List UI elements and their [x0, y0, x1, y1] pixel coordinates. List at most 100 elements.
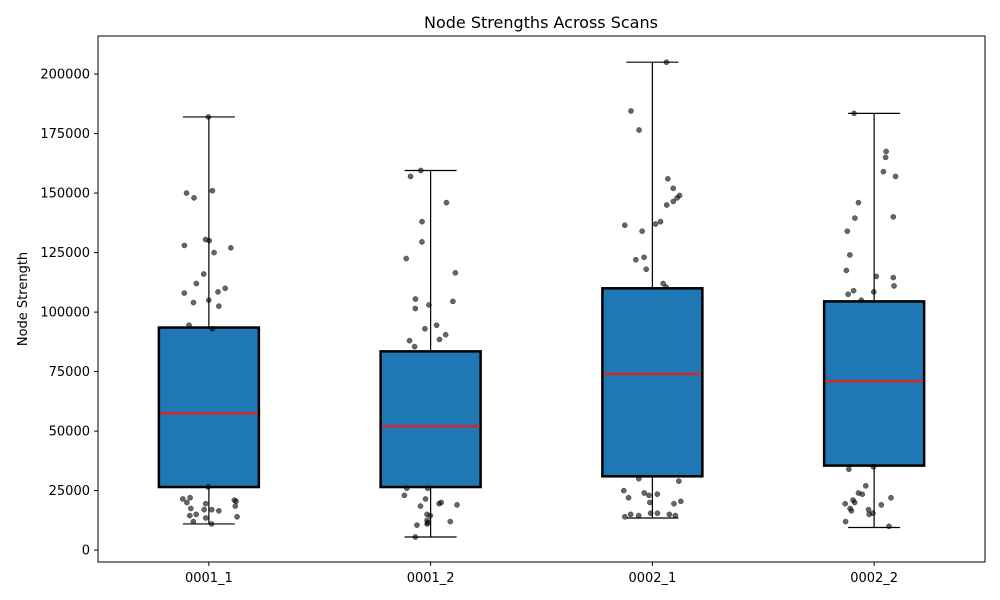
data-point — [664, 175, 671, 182]
data-point — [419, 239, 425, 245]
y-tick-label: 100000 — [40, 306, 90, 321]
data-point — [191, 194, 197, 201]
data-point — [403, 255, 410, 262]
data-point — [633, 256, 639, 263]
data-point — [427, 512, 434, 519]
data-point — [233, 498, 239, 505]
box-group-0001_2 — [379, 167, 482, 540]
data-point — [232, 503, 239, 509]
data-point — [865, 506, 872, 513]
plot-area — [157, 59, 926, 540]
data-point — [424, 485, 431, 492]
data-point — [436, 500, 442, 507]
data-point — [878, 502, 885, 508]
data-point — [422, 496, 429, 502]
data-point — [843, 267, 850, 274]
y-tick-label: 150000 — [40, 187, 90, 202]
data-point — [848, 507, 855, 514]
data-point — [882, 154, 889, 161]
data-point — [639, 228, 645, 235]
data-point — [184, 499, 190, 506]
data-point — [452, 269, 459, 276]
data-point — [646, 499, 653, 506]
data-point — [417, 167, 424, 174]
data-point — [404, 485, 410, 492]
data-point — [850, 287, 857, 294]
data-point — [858, 297, 865, 304]
data-point — [862, 482, 869, 489]
data-point — [411, 343, 418, 350]
data-point — [202, 500, 209, 507]
data-point — [621, 222, 628, 229]
data-point — [844, 228, 851, 235]
box-iqr — [157, 326, 261, 489]
data-point — [215, 507, 222, 514]
data-point — [205, 484, 211, 490]
data-point — [412, 296, 419, 302]
x-tick-label: 0001_2 — [407, 571, 455, 586]
data-point — [671, 500, 677, 507]
data-point — [190, 299, 197, 306]
data-point — [675, 478, 682, 484]
data-point — [208, 521, 215, 527]
box-iqr — [601, 287, 704, 478]
y-tick-label: 25000 — [49, 484, 90, 499]
x-tick-label: 0002_1 — [628, 571, 676, 586]
data-point — [870, 289, 877, 295]
data-point — [193, 280, 200, 287]
data-point — [851, 499, 858, 506]
y-tick-label: 125000 — [40, 246, 90, 261]
data-point — [179, 496, 186, 502]
data-point — [870, 463, 877, 470]
data-point — [845, 291, 851, 298]
data-point — [181, 290, 188, 296]
data-point — [433, 322, 440, 329]
y-tick-label: 75000 — [49, 365, 90, 380]
data-point — [641, 490, 648, 496]
data-point — [855, 199, 862, 206]
data-point — [890, 214, 897, 220]
data-point — [450, 298, 456, 305]
box-group-0002_1 — [601, 59, 704, 520]
data-point — [635, 512, 642, 519]
data-point — [201, 506, 208, 513]
data-point — [636, 127, 642, 133]
data-point — [883, 148, 889, 155]
box-iqr — [822, 300, 926, 467]
data-point — [436, 336, 443, 343]
data-point — [888, 494, 894, 501]
data-point — [663, 59, 670, 66]
data-point — [234, 513, 240, 520]
x-tick-label: 0002_2 — [850, 571, 898, 586]
data-point — [621, 513, 628, 520]
data-point — [186, 322, 192, 329]
data-point — [851, 110, 857, 117]
data-point — [227, 244, 234, 251]
y-axis-label: Node Strength — [16, 252, 31, 346]
data-point — [209, 187, 216, 194]
data-point — [183, 190, 190, 196]
data-point — [412, 534, 419, 540]
data-point — [625, 494, 632, 501]
data-point — [873, 273, 880, 280]
data-point — [652, 221, 659, 227]
data-point — [443, 199, 450, 206]
data-point — [866, 511, 873, 518]
data-point — [187, 494, 193, 501]
data-point — [663, 284, 669, 290]
data-point — [422, 325, 428, 332]
data-point — [215, 289, 221, 295]
data-point — [880, 168, 887, 175]
data-point — [654, 510, 661, 517]
data-point — [442, 331, 449, 338]
data-point — [200, 271, 207, 277]
data-point — [426, 302, 432, 308]
y-tick-label: 0 — [82, 544, 90, 559]
data-point — [186, 512, 193, 519]
box-iqr — [379, 350, 482, 489]
data-point — [677, 498, 684, 505]
data-point — [193, 511, 200, 518]
data-point — [845, 466, 852, 473]
